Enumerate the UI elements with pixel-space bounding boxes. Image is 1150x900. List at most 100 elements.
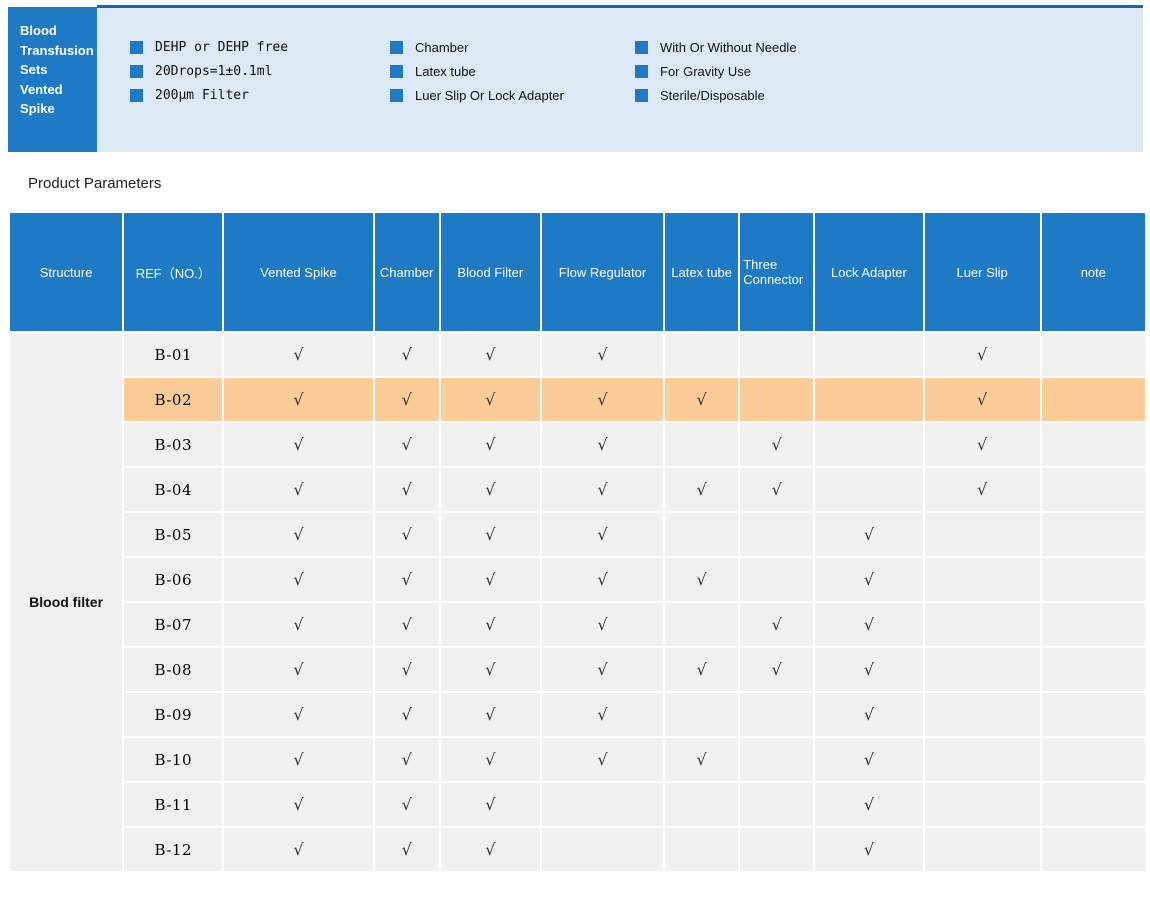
ref-no-cell: B-01 [122, 331, 225, 378]
table-row: B-11 √ √ √ √ [9, 781, 1148, 828]
check-mark-cell: √ [372, 826, 441, 873]
check-mark-cell: √ [222, 646, 375, 693]
check-mark-cell: √ [222, 781, 375, 828]
ref-no-cell: B-04 [122, 466, 225, 513]
empty-cell [922, 511, 1042, 558]
bullet-square-icon [130, 64, 143, 78]
check-mark-cell: √ [372, 376, 441, 423]
check-mark-cell: √ [922, 376, 1042, 423]
ref-no-cell: B-03 [122, 421, 225, 468]
empty-cell [738, 556, 816, 603]
check-mark-cell: √ [438, 601, 542, 648]
empty-cell [922, 691, 1042, 738]
feature-label: 200μm Filter [155, 87, 249, 103]
feature-label: With Or Without Needle [660, 39, 797, 55]
bullet-square-icon [130, 88, 143, 102]
column-header-note: note [1039, 211, 1148, 333]
column-header-chamber: Chamber [372, 211, 441, 333]
empty-cell [1039, 691, 1148, 738]
check-mark-cell: √ [372, 691, 441, 738]
product-title-line: Blood [20, 23, 57, 38]
column-header-three-connector: Three Connector [738, 211, 816, 333]
check-mark-cell: √ [438, 331, 542, 378]
feature-item: Sterile/Disposable [635, 88, 797, 103]
check-mark-cell: √ [922, 421, 1042, 468]
check-mark-cell: √ [813, 691, 925, 738]
check-mark-cell: √ [222, 691, 375, 738]
check-mark-cell: √ [539, 466, 666, 513]
empty-cell [1039, 601, 1148, 648]
check-mark-cell: √ [663, 556, 741, 603]
check-mark-cell: √ [222, 601, 375, 648]
table-row: B-04 √ √ √ √ √ √ √ [9, 466, 1148, 513]
check-mark-cell: √ [438, 421, 542, 468]
empty-cell [922, 601, 1042, 648]
check-mark-cell: √ [539, 691, 666, 738]
empty-cell [1039, 511, 1148, 558]
empty-cell [813, 331, 925, 378]
empty-cell [539, 781, 666, 828]
check-mark-cell: √ [813, 736, 925, 783]
empty-cell [663, 331, 741, 378]
empty-cell [922, 736, 1042, 783]
bullet-square-icon [390, 64, 403, 78]
ref-no-cell: B-02 [122, 376, 225, 423]
table-row: B-08 √ √ √ √ √ √ √ [9, 646, 1148, 693]
check-mark-cell: √ [372, 421, 441, 468]
check-mark-cell: √ [663, 376, 741, 423]
check-mark-cell: √ [539, 556, 666, 603]
check-mark-cell: √ [539, 511, 666, 558]
empty-cell [1039, 781, 1148, 828]
check-mark-cell: √ [438, 646, 542, 693]
table-row: Blood filter B-01 √ √ √ √ √ [7, 331, 1148, 873]
check-mark-cell: √ [438, 511, 542, 558]
ref-no-cell: B-11 [122, 781, 225, 828]
table-row: B-09 √ √ √ √ √ [9, 691, 1148, 738]
table-row: B-06 √ √ √ √ √ √ [9, 556, 1148, 603]
empty-cell [813, 421, 925, 468]
check-mark-cell: √ [222, 376, 375, 423]
column-header-ref-no: REF（NO.） [122, 211, 225, 333]
check-mark-cell: √ [372, 646, 441, 693]
check-mark-cell: √ [539, 736, 666, 783]
ref-no-cell: B-07 [122, 601, 225, 648]
check-mark-cell: √ [438, 691, 542, 738]
empty-cell [922, 646, 1042, 693]
table-header-row: Structure REF（NO.） Vented Spike Chamber … [7, 211, 1148, 333]
empty-cell [738, 826, 816, 873]
table-row: B-10 √ √ √ √ √ √ [9, 736, 1148, 783]
check-mark-cell: √ [438, 556, 542, 603]
empty-cell [813, 376, 925, 423]
check-mark-cell: √ [813, 781, 925, 828]
bullet-square-icon [390, 40, 403, 54]
feature-item: With Or Without Needle [635, 39, 797, 55]
column-header-flow-regulator: Flow Regulator [539, 211, 666, 333]
check-mark-cell: √ [813, 601, 925, 648]
check-mark-cell: √ [438, 376, 542, 423]
bullet-square-icon [635, 40, 648, 54]
check-mark-cell: √ [738, 646, 816, 693]
feature-item: Latex tube [390, 64, 564, 79]
product-parameters-table: Structure REF（NO.） Vented Spike Chamber … [7, 211, 1148, 873]
empty-cell [539, 826, 666, 873]
empty-cell [922, 781, 1042, 828]
check-mark-cell: √ [222, 736, 375, 783]
ref-no-cell: B-10 [122, 736, 225, 783]
column-header-vented-spike: Vented Spike [222, 211, 375, 333]
check-mark-cell: √ [922, 466, 1042, 513]
feature-label: Chamber [415, 39, 469, 55]
empty-cell [738, 691, 816, 738]
check-mark-cell: √ [539, 421, 666, 468]
column-header-blood-filter: Blood Filter [438, 211, 542, 333]
empty-cell [1039, 736, 1148, 783]
empty-cell [738, 781, 816, 828]
check-mark-cell: √ [438, 826, 542, 873]
check-mark-cell: √ [372, 781, 441, 828]
check-mark-cell: √ [813, 826, 925, 873]
column-header-latex-tube: Latex tube [663, 211, 741, 333]
section-title: Product Parameters [28, 175, 162, 192]
empty-cell [1039, 826, 1148, 873]
check-mark-cell: √ [922, 331, 1042, 378]
table-row: B-03 √ √ √ √ √ √ [9, 421, 1148, 468]
